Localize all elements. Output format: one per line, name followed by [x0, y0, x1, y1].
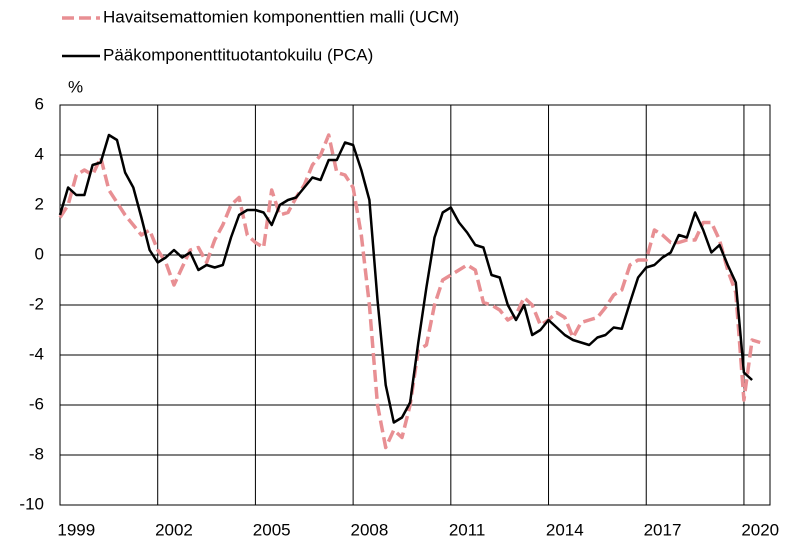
y-tick-label: -8 — [29, 444, 44, 463]
data-line — [58, 133, 753, 424]
legend-label: Havaitsemattomien komponenttien malli (U… — [103, 7, 459, 26]
y-axis-label: % — [68, 77, 83, 96]
y-tick-label: 2 — [35, 194, 44, 213]
y-tick-label: 0 — [35, 244, 44, 263]
x-tick-label: 2011 — [449, 520, 486, 539]
y-tick-label: -4 — [29, 344, 44, 363]
x-tick-label: 2008 — [350, 520, 388, 539]
plot-frame — [59, 104, 771, 506]
y-tick-label: 4 — [35, 144, 44, 163]
x-tick-label: 2017 — [644, 520, 682, 539]
x-tick-label: 2002 — [155, 520, 193, 539]
legend-label: Pääkomponenttituotantokuilu (PCA) — [103, 45, 373, 64]
x-tick-label: 2005 — [253, 520, 291, 539]
y-tick-label: -2 — [29, 294, 44, 313]
x-tick-label: 1999 — [57, 520, 95, 539]
y-tick-label: 6 — [35, 94, 44, 113]
y-tick-label: -6 — [29, 394, 44, 413]
x-tick-label: 2014 — [546, 520, 584, 539]
y-tick-label: -10 — [19, 494, 44, 513]
x-tick-label: 2020 — [741, 520, 779, 539]
